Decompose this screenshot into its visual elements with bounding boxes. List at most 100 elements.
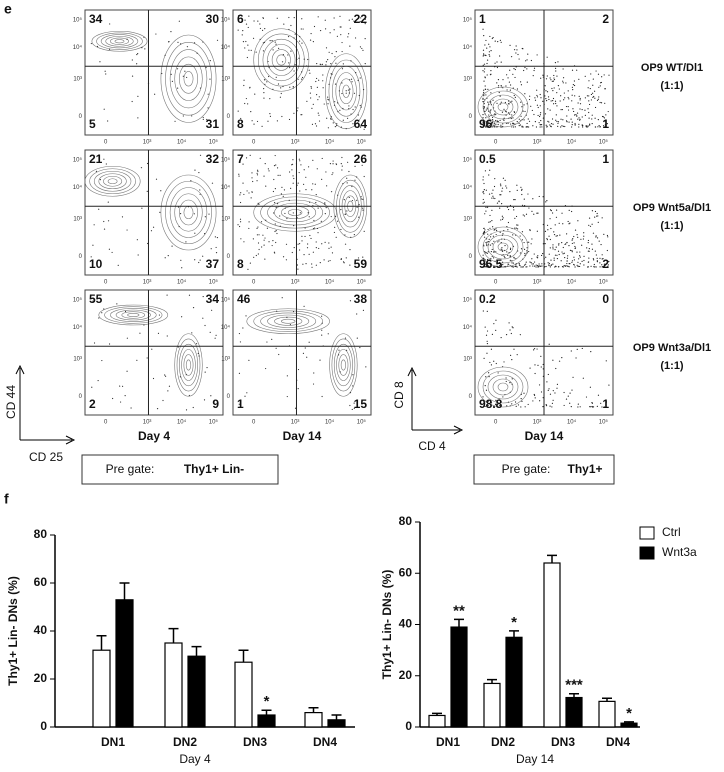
event-dot xyxy=(549,209,552,211)
x-tick-label: 0 xyxy=(104,140,108,146)
event-dot xyxy=(283,189,286,191)
event-dot xyxy=(488,114,490,116)
event-dot xyxy=(591,248,594,250)
event-dot xyxy=(511,378,513,380)
event-dot xyxy=(525,261,527,263)
event-dot xyxy=(518,125,520,127)
contour xyxy=(274,316,303,326)
event-dot xyxy=(281,297,283,299)
event-dot xyxy=(268,75,270,78)
bar xyxy=(565,696,583,728)
event-dot xyxy=(548,343,550,345)
event-dot xyxy=(136,359,138,361)
event-dot xyxy=(556,75,558,77)
event-dot xyxy=(495,319,497,321)
event-dot xyxy=(352,374,354,376)
event-dot xyxy=(495,119,497,122)
event-dot xyxy=(482,114,484,116)
event-dot xyxy=(582,126,584,128)
event-dot xyxy=(312,251,314,253)
event-dot xyxy=(336,102,339,104)
event-dot xyxy=(180,43,182,45)
event-dot xyxy=(269,113,271,115)
event-dot xyxy=(261,29,264,31)
event-dot xyxy=(347,36,349,38)
event-dot xyxy=(586,125,588,127)
event-dot xyxy=(555,235,557,237)
event-dot xyxy=(325,64,327,66)
event-dot xyxy=(565,243,567,245)
event-dot xyxy=(264,258,266,260)
event-dot xyxy=(520,115,522,117)
event-dot xyxy=(607,236,609,238)
event-dot xyxy=(326,185,328,187)
event-dot xyxy=(554,392,556,394)
event-dot xyxy=(482,191,484,193)
event-dot xyxy=(575,114,577,116)
event-dot xyxy=(344,337,347,339)
event-dot xyxy=(512,206,515,209)
event-dot xyxy=(327,333,329,335)
event-dot xyxy=(501,202,503,205)
event-dot xyxy=(567,105,569,108)
event-dot xyxy=(351,18,353,20)
event-dot xyxy=(152,377,155,380)
event-dot xyxy=(484,68,486,70)
event-dot xyxy=(492,119,494,121)
event-dot xyxy=(597,119,599,121)
event-dot xyxy=(143,36,145,38)
contour xyxy=(336,349,351,381)
event-dot xyxy=(571,261,573,263)
error-bar xyxy=(168,627,179,643)
bar xyxy=(115,599,134,728)
event-dot xyxy=(558,243,560,245)
event-dot xyxy=(528,126,530,128)
event-dot xyxy=(276,120,278,122)
event-dot xyxy=(567,96,569,99)
event-dot xyxy=(340,26,342,28)
event-dot xyxy=(284,212,286,215)
contour xyxy=(260,196,330,229)
x-tick-label: 0 xyxy=(104,420,108,426)
event-dot xyxy=(508,322,510,324)
event-dot xyxy=(539,400,541,402)
event-dot xyxy=(185,374,187,376)
y-tick-label: 0 xyxy=(469,394,473,400)
event-dot xyxy=(552,80,554,82)
event-dot xyxy=(289,67,291,69)
event-dot xyxy=(194,259,196,261)
event-dot xyxy=(572,376,574,378)
gate-population: Thy1+ Lin- xyxy=(184,462,244,476)
event-dot xyxy=(288,171,291,173)
event-dot xyxy=(137,254,139,256)
event-dot xyxy=(490,92,492,94)
event-dot xyxy=(490,70,492,72)
event-dot xyxy=(111,251,113,254)
event-dot xyxy=(564,265,566,267)
event-dot xyxy=(535,266,537,268)
contour xyxy=(267,199,324,226)
event-dot xyxy=(337,220,339,222)
x-tick-label: 10⁵ xyxy=(357,279,367,286)
event-dot xyxy=(160,190,162,192)
event-dot xyxy=(349,27,351,29)
event-dot xyxy=(579,103,582,105)
event-dot xyxy=(249,154,251,156)
event-dot xyxy=(495,126,497,128)
event-dot xyxy=(341,41,343,44)
event-dot xyxy=(312,383,315,385)
event-dot xyxy=(551,87,553,90)
event-dot xyxy=(309,234,311,237)
event-dot xyxy=(191,115,193,117)
event-dot xyxy=(571,389,573,391)
event-dot xyxy=(327,96,329,98)
event-dot xyxy=(592,78,594,80)
event-dot xyxy=(587,250,589,252)
event-dot xyxy=(552,390,554,392)
contour xyxy=(179,63,199,94)
event-dot xyxy=(277,83,280,85)
event-dot xyxy=(516,121,518,123)
event-dot xyxy=(484,259,486,261)
event-dot xyxy=(509,259,511,261)
contour xyxy=(174,193,203,232)
